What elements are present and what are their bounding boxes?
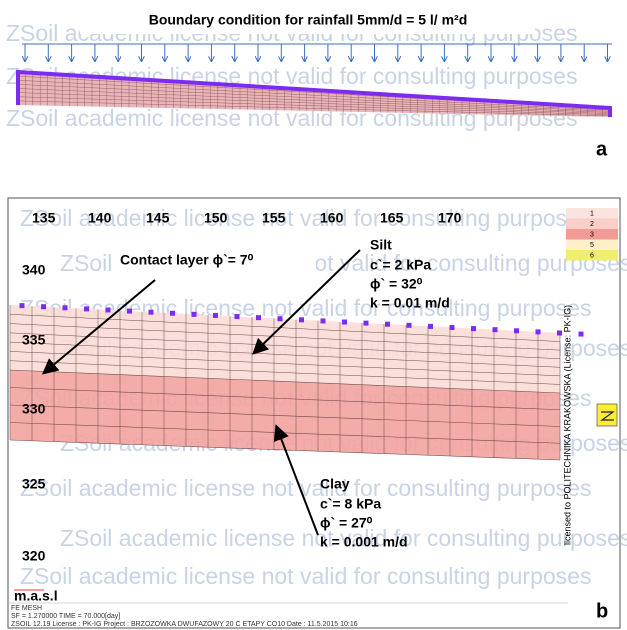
surface-node	[105, 307, 111, 313]
surface-node	[471, 326, 476, 332]
surface-node	[449, 325, 455, 331]
surface-node	[19, 303, 25, 309]
legend-label: 5	[590, 242, 594, 249]
mesh-line	[17, 96, 611, 115]
y-label: 325	[22, 476, 46, 492]
license-text: licensed to POLITECHNIKA KRAKOWSKA (Lice…	[562, 305, 572, 545]
mesh-line	[17, 80, 611, 111]
legend-label: 2	[590, 221, 594, 228]
clay-label: Clay	[320, 476, 350, 492]
clay-label: ϕ` = 27⁰	[320, 515, 373, 531]
panel-label: a	[596, 138, 608, 160]
legend-swatch	[566, 208, 618, 219]
surface-node	[127, 308, 132, 314]
mesh-line	[9, 360, 561, 385]
y-label: 335	[22, 332, 46, 348]
arrow	[41, 279, 156, 375]
legend-swatch	[566, 218, 618, 229]
surface-node	[578, 331, 584, 337]
surface-node	[191, 311, 197, 317]
legend-label: 3	[590, 231, 594, 238]
surface-node	[320, 318, 326, 324]
x-label: 165	[380, 210, 404, 226]
surface-node	[234, 314, 240, 320]
surface-node	[363, 320, 369, 326]
logo-mark	[600, 411, 615, 421]
y-label: 340	[22, 262, 46, 278]
mesh-line	[17, 92, 611, 114]
mesh-line	[9, 369, 561, 394]
surface-node	[84, 306, 89, 312]
x-label: 155	[262, 210, 286, 226]
clay-layer	[10, 370, 560, 460]
watermark: ZSoil academic license not valid for con…	[20, 563, 591, 589]
surface-node	[256, 315, 261, 321]
mesh-line	[9, 323, 561, 351]
title-bg	[80, 8, 535, 34]
surface-node	[514, 328, 519, 334]
surface-node	[299, 317, 304, 323]
legend-label: 1	[590, 210, 594, 217]
surface-node	[342, 319, 347, 325]
panel-b: ZSoil academic license not valid for con…	[7, 197, 627, 629]
footer-text: ZSOIL 12.19 License : PK-IG Project : BR…	[11, 621, 358, 628]
mesh-line	[9, 332, 561, 359]
mesh-line	[9, 387, 561, 411]
silt-label: Silt	[370, 237, 392, 253]
footer-text: SF = 1.270000 TIME = 70.000[day]	[11, 613, 120, 620]
legend-label: 6	[590, 252, 594, 259]
arrow	[252, 249, 361, 355]
surface-node	[557, 330, 562, 336]
mesh-line	[17, 84, 611, 112]
legend-swatch	[566, 229, 618, 240]
y-label: 320	[22, 548, 46, 564]
surface-node	[148, 309, 154, 315]
x-label: 135	[32, 210, 56, 226]
label-bg	[116, 250, 316, 272]
x-label: 160	[320, 210, 344, 226]
arrow	[273, 424, 319, 536]
y-label: 330	[22, 401, 46, 417]
surface-node	[406, 322, 412, 328]
silt-layer	[10, 305, 560, 393]
surface-node	[41, 304, 46, 310]
surface-node	[385, 321, 390, 327]
surface-node	[535, 329, 541, 335]
axis-unit: m.a.s.l	[14, 588, 58, 604]
mesh-line	[9, 314, 561, 342]
x-label: 150	[204, 210, 228, 226]
mesh-line	[17, 88, 611, 113]
watermark: ZSoil academic license not valid for con…	[20, 205, 591, 231]
panel-label: b	[596, 600, 608, 622]
clay-label: k = 0.001 m/d	[320, 534, 408, 550]
legend-swatch	[566, 239, 618, 250]
clay-label: c`= 8 kPa	[320, 496, 381, 512]
surface-node	[62, 305, 68, 311]
surface-node	[492, 327, 498, 333]
mesh-line	[9, 341, 561, 368]
silt-label: k = 0.01 m/d	[370, 295, 450, 311]
footer-text: FE MESH	[11, 605, 42, 612]
legend-swatch	[566, 250, 618, 261]
panel-a-title: Boundary condition for rainfall 5mm/d = …	[149, 12, 468, 28]
surface-node	[277, 316, 283, 322]
silt-label: c`= 2 kPa	[370, 257, 431, 273]
panel-a: ZSoil academic license not valid for con…	[6, 8, 612, 160]
contact-layer-label: Contact layer ϕ`= 7⁰	[120, 252, 254, 268]
x-label: 170	[438, 210, 462, 226]
mesh-line	[17, 100, 611, 117]
surface-node	[428, 323, 433, 329]
logo	[596, 403, 618, 427]
watermark: ZSoil academic license not valid for con…	[60, 525, 627, 551]
mesh-line	[9, 404, 561, 427]
x-label: 145	[146, 210, 170, 226]
silt-label: ϕ` = 32⁰	[370, 276, 423, 292]
surface-node	[213, 312, 218, 318]
x-label: 140	[88, 210, 112, 226]
boundary	[16, 69, 612, 117]
mesh-line	[9, 351, 561, 377]
watermark: ZSoil academic license not valid for con…	[20, 475, 591, 501]
surface-node	[170, 310, 175, 316]
